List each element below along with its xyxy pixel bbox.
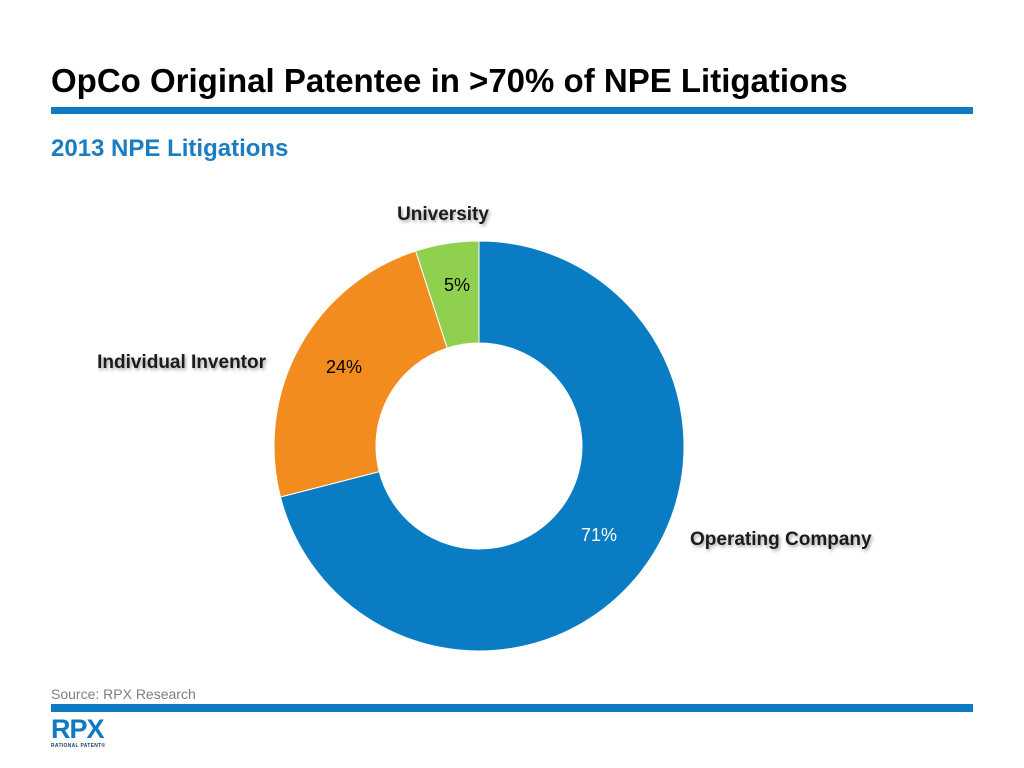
category-label: Individual Inventor bbox=[97, 352, 267, 373]
rpx-logo: RPX RATIONAL PATENT® bbox=[51, 716, 115, 752]
slice-university bbox=[415, 240, 480, 349]
logo-wordmark: RPX bbox=[51, 714, 105, 744]
slice-individual-inventor bbox=[273, 250, 448, 498]
donut-slices bbox=[273, 240, 685, 652]
value-label: 5% bbox=[444, 275, 470, 295]
value-label: 24% bbox=[326, 357, 362, 377]
category-label: Operating Company bbox=[690, 529, 872, 550]
slice-operating-company bbox=[279, 240, 685, 652]
title-divider bbox=[51, 107, 973, 114]
page-title: OpCo Original Patentee in >70% of NPE Li… bbox=[51, 62, 848, 99]
logo-tagline: RATIONAL PATENT® bbox=[51, 743, 106, 749]
chart-title: 2013 NPE Litigations bbox=[51, 135, 289, 162]
value-labels: 71% 24% 5% bbox=[326, 275, 617, 545]
footer-divider bbox=[51, 704, 973, 712]
category-labels: Operating Company Individual Inventor Univ… bbox=[97, 204, 872, 550]
source-note: Source: RPX Research bbox=[51, 686, 196, 702]
value-label: 71% bbox=[581, 525, 617, 545]
category-label: University bbox=[397, 204, 489, 225]
